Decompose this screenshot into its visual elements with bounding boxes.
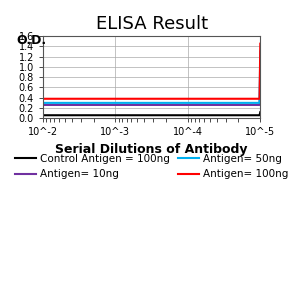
Line: Control Antigen = 100ng: Control Antigen = 100ng <box>43 112 260 115</box>
Antigen= 50ng <box>170 101 174 105</box>
Text: O.D.: O.D. <box>17 34 47 47</box>
Title: ELISA Result: ELISA Result <box>95 15 208 33</box>
Antigen= 100ng <box>238 97 242 101</box>
Control Antigen = 100ng <box>41 113 45 117</box>
X-axis label: Serial Dilutions of Antibody: Serial Dilutions of Antibody <box>55 143 248 156</box>
Antigen= 10ng <box>41 103 45 107</box>
Line: Antigen= 10ng: Antigen= 10ng <box>43 62 260 105</box>
Antigen= 50ng <box>238 101 242 105</box>
Antigen= 10ng <box>170 103 174 107</box>
Antigen= 10ng <box>42 103 45 107</box>
Control Antigen = 100ng <box>259 110 262 114</box>
Antigen= 100ng <box>259 42 262 46</box>
Control Antigen = 100ng <box>170 113 174 117</box>
Control Antigen = 100ng <box>170 113 173 117</box>
Antigen= 100ng <box>170 97 174 101</box>
Antigen= 50ng <box>174 101 178 105</box>
Control Antigen = 100ng <box>238 113 242 117</box>
Antigen= 50ng <box>170 101 173 105</box>
Control Antigen = 100ng <box>224 113 228 117</box>
Antigen= 10ng <box>224 103 228 107</box>
Antigen= 50ng <box>224 101 228 105</box>
Line: Antigen= 50ng: Antigen= 50ng <box>43 51 260 103</box>
Antigen= 10ng <box>238 103 242 107</box>
Legend: Control Antigen = 100ng, Antigen= 10ng, Antigen= 50ng, Antigen= 100ng: Control Antigen = 100ng, Antigen= 10ng, … <box>11 150 292 183</box>
Antigen= 100ng <box>174 97 178 101</box>
Antigen= 100ng <box>170 97 173 101</box>
Control Antigen = 100ng <box>174 113 178 117</box>
Antigen= 10ng <box>259 60 262 64</box>
Antigen= 50ng <box>259 50 262 53</box>
Antigen= 100ng <box>224 97 228 101</box>
Antigen= 50ng <box>42 101 45 105</box>
Antigen= 10ng <box>174 103 178 107</box>
Antigen= 100ng <box>41 97 45 101</box>
Control Antigen = 100ng <box>42 113 45 117</box>
Antigen= 50ng <box>41 101 45 105</box>
Line: Antigen= 100ng: Antigen= 100ng <box>43 44 260 99</box>
Antigen= 100ng <box>42 97 45 101</box>
Antigen= 10ng <box>170 103 173 107</box>
